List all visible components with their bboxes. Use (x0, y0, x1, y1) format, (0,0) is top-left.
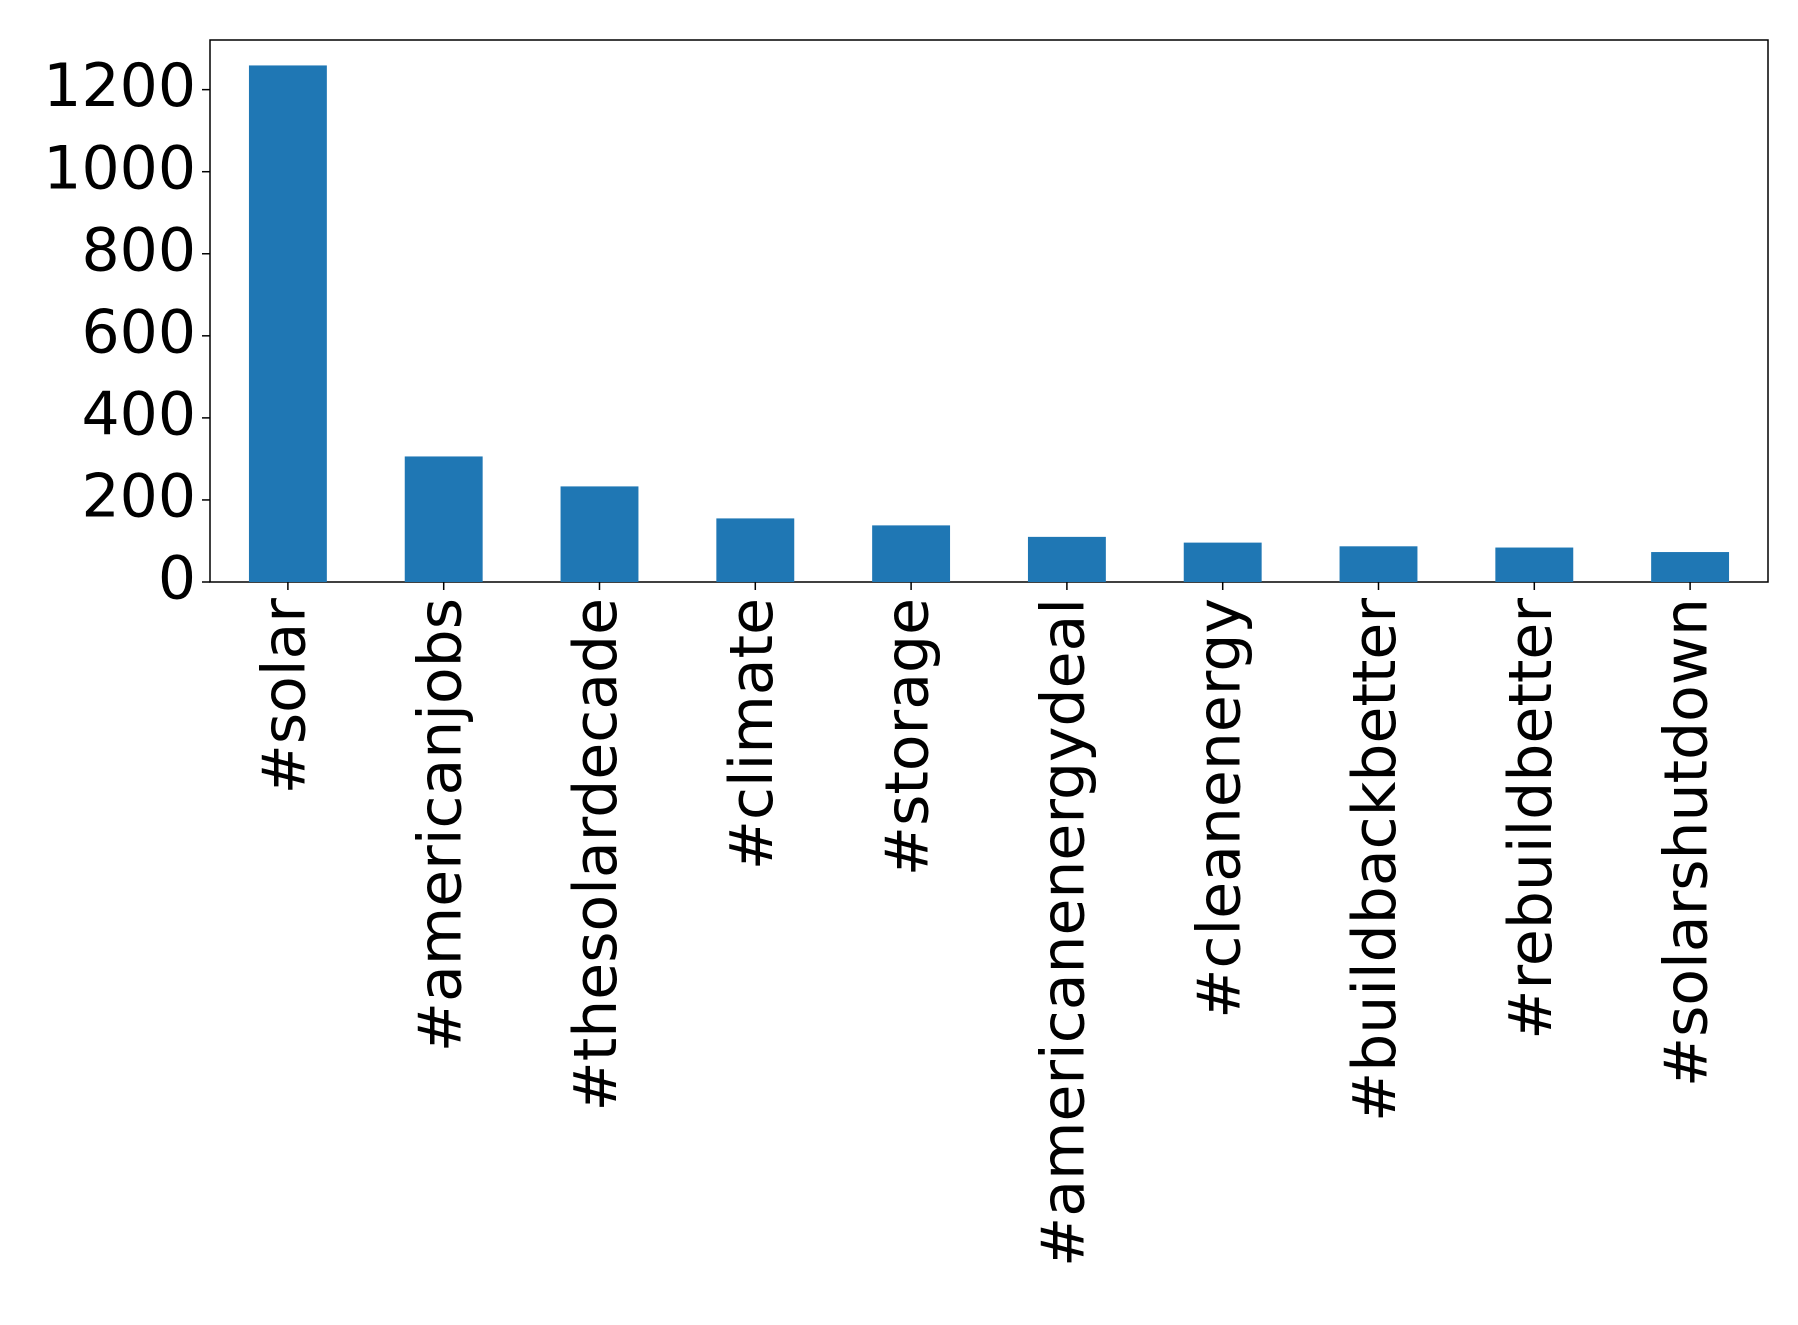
bar (872, 525, 951, 582)
x-tick-label: #solar (249, 598, 319, 795)
bar (1651, 552, 1730, 582)
x-tick-label: #americanjobs (405, 598, 475, 1052)
y-tick-label: 400 (81, 379, 196, 449)
bar (1183, 542, 1262, 582)
bar (404, 456, 483, 582)
y-tick-label: 600 (81, 297, 196, 367)
y-tick-label: 200 (81, 462, 196, 532)
bar (1027, 536, 1106, 582)
plot-frame (209, 39, 1769, 583)
x-tick-label: #cleanenergy (1184, 598, 1254, 1019)
bar (560, 486, 639, 582)
x-tick-label: #solarshutdown (1652, 598, 1722, 1087)
x-tick-label: #storage (873, 598, 943, 876)
x-tick-label: #buildbackbetter (1340, 598, 1410, 1122)
x-tick-label: #climate (717, 598, 787, 870)
x-tick-label: #americanenergydeal (1028, 598, 1098, 1267)
y-tick-label: 0 (158, 544, 196, 614)
y-tick-label: 1200 (43, 51, 196, 121)
bar (1495, 547, 1574, 582)
bar (1339, 546, 1418, 582)
y-tick-label: 800 (81, 215, 196, 285)
x-tick-label: #thesolardecade (561, 598, 631, 1112)
bar (716, 518, 795, 582)
bar (248, 65, 327, 583)
y-tick-label: 1000 (43, 133, 196, 203)
x-tick-label: #rebuildbetter (1496, 598, 1566, 1040)
